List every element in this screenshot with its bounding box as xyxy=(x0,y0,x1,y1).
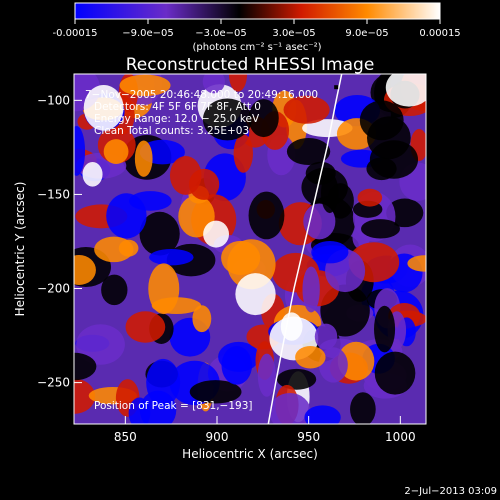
colorbar-tick-label: 0.00015 xyxy=(419,28,460,39)
heatmap-blob xyxy=(83,85,124,131)
heatmap-blob xyxy=(76,324,125,365)
heatmap-blob xyxy=(74,352,97,381)
heatmap-blob xyxy=(188,168,220,200)
heatmap-blob xyxy=(286,137,331,166)
heatmap-blob xyxy=(257,353,276,397)
heatmap-blob xyxy=(269,392,311,424)
colorbar-tick-label: −9.0e−05 xyxy=(122,28,174,39)
heatmap-blob xyxy=(202,74,225,94)
heatmap-blob xyxy=(385,74,426,107)
heatmap-blob xyxy=(280,312,303,341)
x-tick-label: 950 xyxy=(297,430,320,444)
chart-title: Reconstructed RHESSI Image xyxy=(126,55,375,75)
heatmap-blob xyxy=(311,241,349,264)
solar-limb-curve xyxy=(267,74,343,424)
heatmap-blob xyxy=(103,139,129,164)
annotation-detectors: Detectors: 4F 5F 6F 7F 8F, Att 0 xyxy=(94,101,261,113)
heatmap-blob xyxy=(82,161,103,187)
annotation-time: 7−Nov−2005 20:46:48.000 to 20:49:16.000 xyxy=(85,89,318,101)
heatmap-blob xyxy=(248,99,279,138)
heatmap-blob xyxy=(134,140,153,177)
heatmap-blob xyxy=(407,255,426,272)
heatmap-blob xyxy=(139,211,180,256)
heatmap-blob xyxy=(128,397,151,424)
heatmap-blob xyxy=(357,188,383,207)
heatmap-blob xyxy=(304,405,341,424)
annotation-clean: Clean Total counts: 3.25E+03 xyxy=(94,125,249,137)
y-tick-label: −150 xyxy=(37,187,70,201)
y-tick-label: −100 xyxy=(37,93,70,107)
heatmap-blob xyxy=(148,263,180,315)
peak-marker-dot xyxy=(334,85,339,90)
colorbar-tick-label: 3.0e−05 xyxy=(272,28,315,39)
heatmap-blob xyxy=(94,236,134,263)
heatmap-blob xyxy=(202,98,252,141)
heatmap-blob xyxy=(320,173,339,214)
colorbar-units: (photons cm⁻² s⁻¹ asec⁻²) xyxy=(192,42,321,53)
heatmap-blob xyxy=(283,95,330,124)
heatmap-blob xyxy=(318,347,348,383)
heatmap-blob xyxy=(235,273,276,316)
y-axis-label: Heliocentric Y (arcsec) xyxy=(13,182,27,317)
heatmap-blob xyxy=(302,266,320,313)
heatmap-blob xyxy=(189,380,242,404)
colorbar xyxy=(74,2,441,20)
heatmap-blob xyxy=(374,305,396,353)
heatmap-blob xyxy=(221,346,253,385)
footer-timestamp: 2−Jul−2013 03:09 xyxy=(404,486,497,497)
y-tick-label: −200 xyxy=(37,282,70,296)
heatmap-blob xyxy=(192,305,212,333)
colorbar-tick-label: -0.00015 xyxy=(53,28,98,39)
heatmap-blob xyxy=(149,249,194,266)
plot-frame xyxy=(73,73,427,425)
heatmap-blob xyxy=(74,255,96,285)
x-tick-label: 1000 xyxy=(385,430,416,444)
heatmap-blob xyxy=(314,323,338,350)
heatmap-blob xyxy=(295,345,326,369)
heatmap-blob xyxy=(74,126,86,176)
annotation-peak-position: Position of Peak = [831,−193] xyxy=(94,400,253,412)
heatmap-blob xyxy=(359,100,404,141)
heatmap-blob xyxy=(248,191,285,240)
heatmap-blob xyxy=(361,219,400,239)
heatmap-blob xyxy=(119,74,171,97)
colorbar-tick-label: 9.0e−05 xyxy=(345,28,388,39)
heatmap-blob xyxy=(350,392,376,424)
heatmap-blob xyxy=(233,134,253,173)
heatmap-blob xyxy=(276,368,317,390)
y-axis-ticks: −100 −150 −200 −250 xyxy=(37,93,82,390)
heatmap-blob xyxy=(101,274,128,306)
x-axis-ticks: 850 900 950 1000 xyxy=(114,416,416,444)
y-tick-label: −250 xyxy=(37,376,70,390)
heatmap-blob xyxy=(374,351,416,395)
heatmap-blob xyxy=(128,191,172,211)
heatmap-blob xyxy=(228,74,248,92)
x-axis-label: Heliocentric X (arcsec) xyxy=(182,447,318,461)
heatmap-blob xyxy=(386,198,424,228)
heatmap-blob xyxy=(221,240,261,275)
heatmap-blob xyxy=(74,378,96,414)
annotation-energy: Energy Range: 12.0 − 25.0 keV xyxy=(94,113,260,125)
peak-marker xyxy=(334,85,339,90)
x-tick-label: 900 xyxy=(206,430,229,444)
x-tick-label: 850 xyxy=(114,430,137,444)
heatmap-image xyxy=(74,74,426,424)
colorbar-tick-label: −3.0e−05 xyxy=(195,28,247,39)
heatmap-blob xyxy=(125,311,166,343)
heatmap-blob xyxy=(203,220,230,248)
heatmap-blob xyxy=(369,140,419,179)
colorbar-ticks: -0.00015 −9.0e−05 −3.0e−05 3.0e−05 9.0e−05 0.… xyxy=(53,19,461,39)
